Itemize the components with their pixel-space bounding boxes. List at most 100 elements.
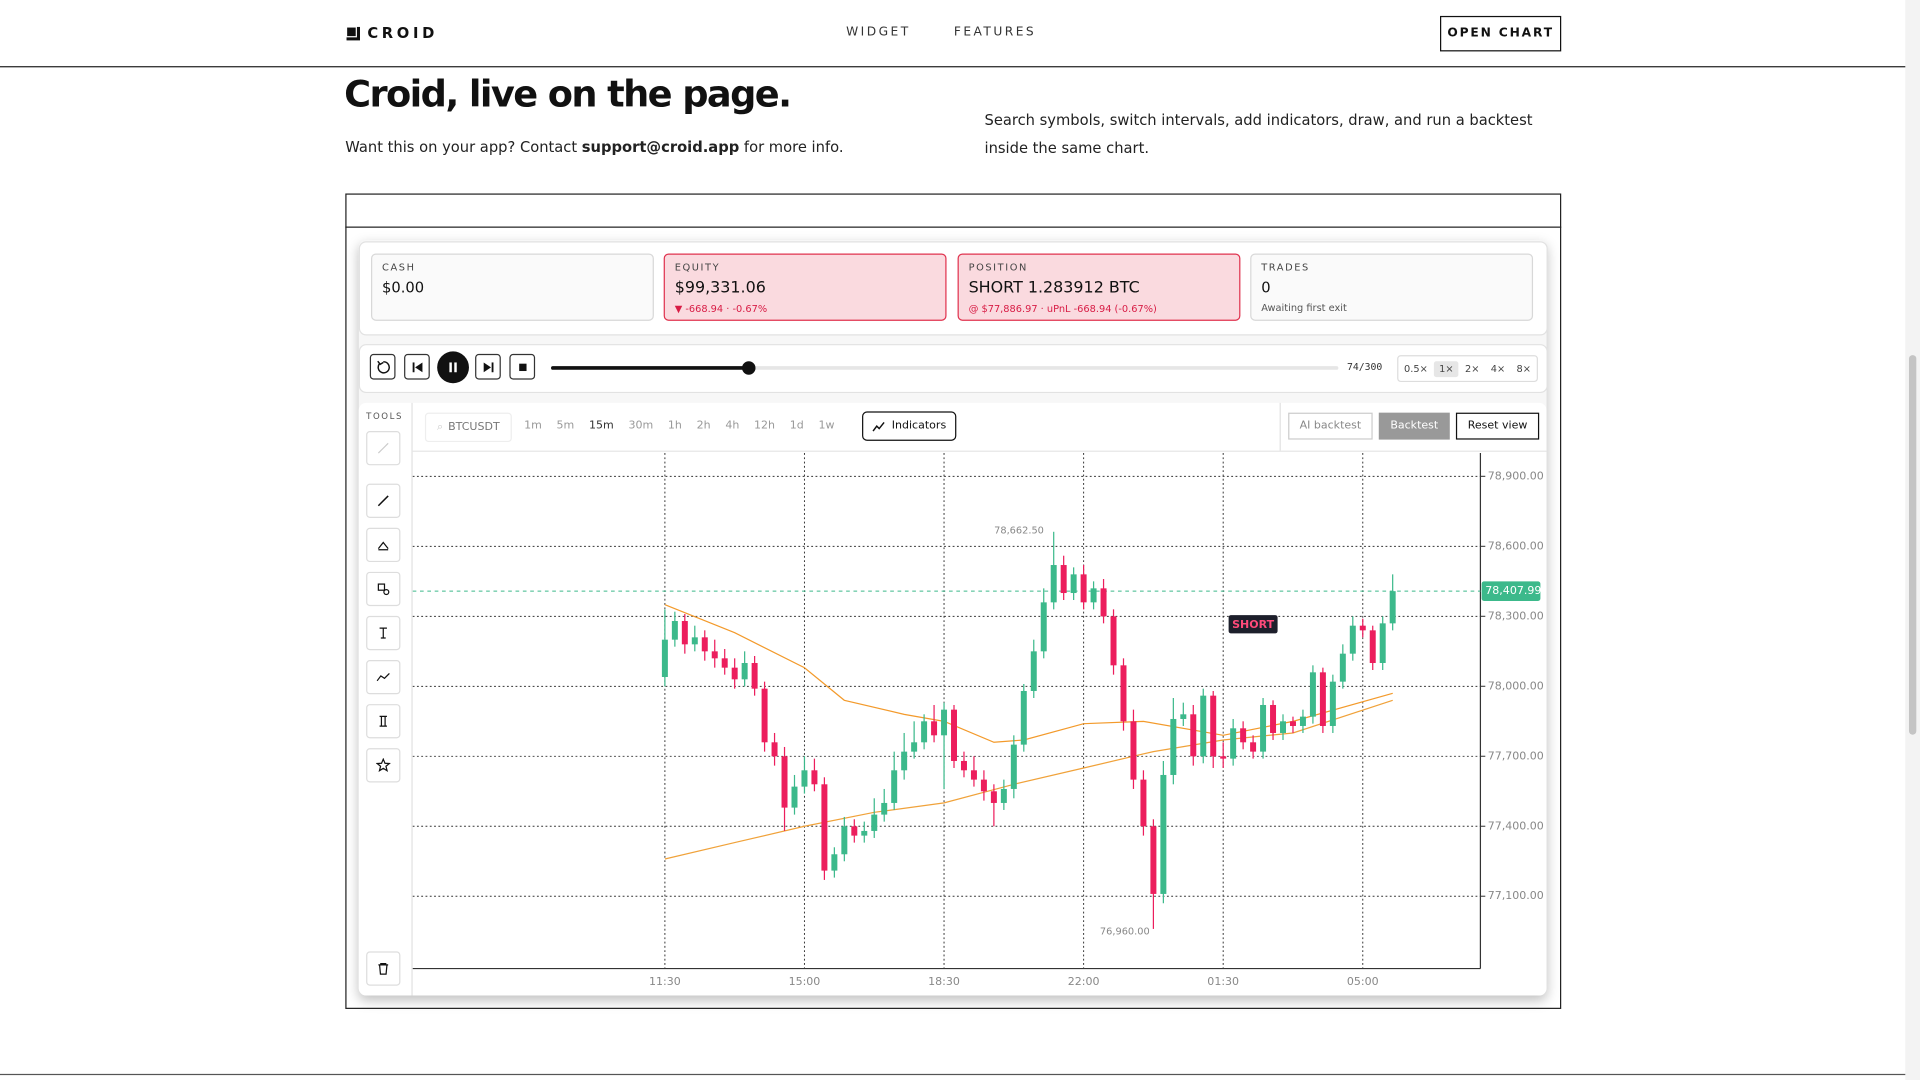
scrollbar-thumb[interactable] xyxy=(1908,355,1917,735)
progress-knob[interactable] xyxy=(742,361,756,375)
y-tick-label: 78,900.00 xyxy=(1488,469,1544,482)
contact: Want this on your app? Contact support@c… xyxy=(345,138,843,155)
nav-link[interactable]: WIDGET xyxy=(846,25,911,40)
logo xyxy=(345,25,361,40)
icon xyxy=(376,360,390,373)
candle-body xyxy=(1040,602,1047,652)
reset-view-button[interactable]: Reset view xyxy=(1455,412,1540,440)
delete-button[interactable] xyxy=(366,951,401,986)
pause-button[interactable] xyxy=(437,351,469,384)
ai-backtest-button[interactable]: AI backtest xyxy=(1288,412,1373,440)
interval-option[interactable]: 1h xyxy=(667,420,682,433)
tool-cursor[interactable] xyxy=(366,431,401,466)
candle-body xyxy=(811,770,818,785)
moving-average xyxy=(664,604,1393,743)
tool-text[interactable] xyxy=(366,615,401,651)
candle-body xyxy=(1110,616,1117,666)
indicators-button[interactable]: Indicators xyxy=(862,411,957,441)
candle-body xyxy=(1230,728,1237,759)
tool-path[interactable] xyxy=(366,660,401,695)
candle-body xyxy=(711,651,718,659)
candlestick-chart[interactable]: 78,900.00 78,600.00 78,300.00 78,000.00 77,7… xyxy=(412,453,1547,995)
last-price-label: 78,407.99 xyxy=(1485,584,1541,597)
speed-option[interactable]: 4× xyxy=(1490,363,1506,375)
candle-body xyxy=(721,658,728,668)
candle-body xyxy=(731,667,738,680)
speed-option[interactable]: 2× xyxy=(1464,363,1480,375)
trade-marker-box xyxy=(1228,615,1278,634)
candle-body xyxy=(1299,716,1306,726)
interval-option[interactable]: 30m xyxy=(628,420,654,433)
symbol-search[interactable]: ⌕ BTCUSDT xyxy=(424,412,512,443)
progress-track[interactable] xyxy=(551,366,1339,370)
step-forward-button[interactable] xyxy=(475,353,501,380)
candle-body xyxy=(1240,728,1247,743)
tool-fib[interactable] xyxy=(366,527,401,563)
stat-label: TRADES xyxy=(1261,262,1310,274)
tool-measure[interactable] xyxy=(366,704,401,739)
candle-body xyxy=(801,770,808,787)
icon xyxy=(377,541,389,551)
stat-detail: @ $77,886.97 · uPnL -668.94 (-0.67%) xyxy=(968,303,1157,315)
candle-body xyxy=(1369,630,1376,663)
email-link[interactable]: support@croid.app xyxy=(581,138,740,156)
interval-option[interactable]: 1w xyxy=(818,420,835,433)
candle-body xyxy=(1280,721,1286,733)
progress-fill xyxy=(551,366,749,370)
interval-option[interactable]: 15m xyxy=(588,420,614,433)
candle-body xyxy=(921,721,928,743)
y-tick-label: 78,000.00 xyxy=(1488,679,1544,692)
speed-option[interactable]: 0.5× xyxy=(1404,363,1428,375)
candle-body xyxy=(951,709,957,761)
icon xyxy=(483,361,493,372)
candle-body xyxy=(1010,744,1017,789)
stat-label: CASH xyxy=(382,262,416,274)
interval-option[interactable]: 12h xyxy=(754,420,776,433)
icon xyxy=(375,757,391,772)
candle-body xyxy=(831,854,838,871)
speed-selector: 0.5× 1× 2× 4× 8× xyxy=(1397,355,1538,383)
tool-line[interactable] xyxy=(366,483,401,518)
open-chart-button[interactable]: OPEN CHART xyxy=(1440,15,1562,52)
candle-body xyxy=(1210,695,1217,757)
interval-option[interactable]: 4h xyxy=(725,420,740,433)
candle-body xyxy=(841,826,848,855)
tool-favorite[interactable] xyxy=(366,748,401,783)
backtest-button[interactable]: Backtest xyxy=(1378,412,1450,440)
candle-body xyxy=(891,770,898,803)
candle-body xyxy=(881,802,888,815)
candle-body xyxy=(1349,625,1356,654)
candle-body xyxy=(1170,718,1177,775)
candle-body xyxy=(1030,651,1037,691)
nav-link[interactable]: FEATURES xyxy=(953,25,1037,40)
speed-option[interactable]: 8× xyxy=(1516,363,1531,375)
candle-body xyxy=(1270,704,1277,733)
stat-card: EQUITY $99,331.06 ▼ -668.94 · -0.67% xyxy=(663,253,947,321)
stop-button[interactable] xyxy=(509,353,536,380)
y-tick-label: 77,100.00 xyxy=(1488,889,1544,902)
interval-option[interactable]: 1m xyxy=(524,420,542,433)
candle-body xyxy=(761,688,768,743)
step-back-button[interactable] xyxy=(404,353,430,380)
y-tick-label: 78,600.00 xyxy=(1488,539,1544,552)
text: for more info. xyxy=(743,138,844,156)
brand[interactable]: CROID xyxy=(345,24,438,42)
candle-body xyxy=(1359,625,1366,631)
interval-option[interactable]: 1d xyxy=(789,420,804,433)
icon xyxy=(379,627,387,639)
interval-selector: 1m 5m 15m 30m 1h 2h 4h 12h 1d 1w xyxy=(524,420,849,432)
candle-body xyxy=(970,770,977,780)
candle-body xyxy=(851,826,858,836)
y-tick-label: 77,700.00 xyxy=(1488,749,1544,762)
tool-shape[interactable] xyxy=(366,571,401,607)
interval-option[interactable]: 5m xyxy=(556,420,575,433)
restart-button[interactable] xyxy=(369,353,396,380)
speed-option[interactable]: 1× xyxy=(1434,360,1459,377)
stat-value: $99,331.06 xyxy=(674,279,766,298)
label: Indicators xyxy=(891,420,947,433)
candle-body xyxy=(931,721,938,736)
divider xyxy=(412,450,1547,452)
x-tick-label: 15:00 xyxy=(789,975,821,988)
interval-option[interactable]: 2h xyxy=(696,420,711,433)
candle-body xyxy=(871,814,878,831)
